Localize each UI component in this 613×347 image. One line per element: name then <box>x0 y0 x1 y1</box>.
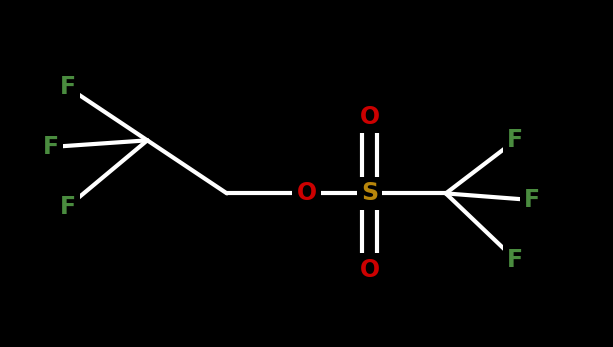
Text: O: O <box>359 258 379 282</box>
Text: F: F <box>524 188 540 212</box>
Text: F: F <box>59 75 76 99</box>
Text: F: F <box>508 248 524 272</box>
Text: F: F <box>59 195 76 219</box>
Text: O: O <box>297 181 316 205</box>
Text: F: F <box>508 128 524 152</box>
Text: O: O <box>359 105 379 129</box>
Text: F: F <box>43 135 59 159</box>
Text: S: S <box>361 181 378 205</box>
